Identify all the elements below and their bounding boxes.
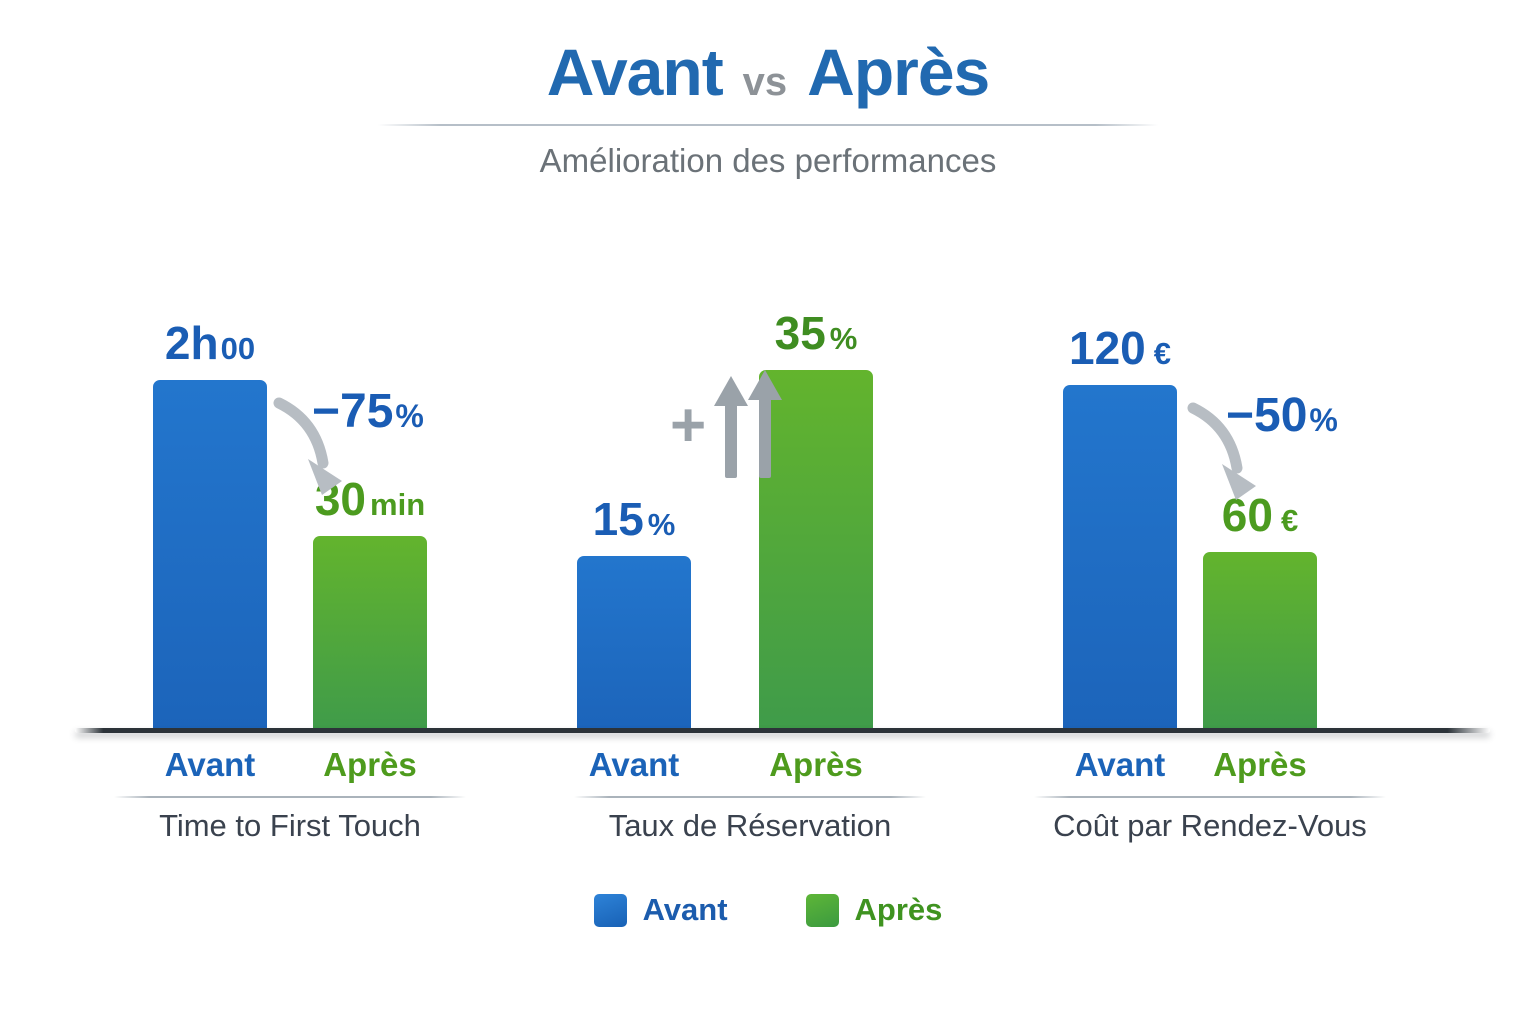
title-divider — [378, 124, 1158, 126]
chart-baseline — [75, 728, 1490, 733]
apres-swatch-icon — [805, 893, 839, 927]
plot-area: 120 € 60 € −50% — [980, 322, 1440, 732]
axis-label-apres: Après — [323, 746, 417, 783]
bar-rect-apres — [759, 370, 873, 732]
change-annotation: −75% — [312, 385, 424, 438]
curved-down-arrow-icon — [1187, 402, 1256, 500]
header: Avant vs Après Amélioration des performa… — [0, 0, 1536, 180]
metric-divider — [574, 796, 926, 798]
title-apres: Après — [807, 35, 990, 109]
bar-value-label: 2h00 — [164, 317, 256, 369]
title-vs: vs — [742, 60, 788, 104]
up-arrows-icon — [714, 370, 783, 478]
metric-group-taux-de-reservation: 15% 35% + — [520, 307, 980, 844]
bar-value-label: 60 € — [1221, 489, 1299, 541]
axis-labels: Avant Après — [60, 746, 520, 784]
bar-chart: 2h00 30 min −75% Avant Après — [0, 307, 1536, 844]
subtitle: Amélioration des performances — [539, 142, 997, 179]
page-title: Avant vs Après — [0, 34, 1536, 110]
chart-groups: 2h00 30 min −75% Avant Après — [60, 307, 1536, 844]
bar-rect-avant — [577, 556, 691, 732]
bar-avant: 2h00 — [153, 316, 267, 732]
legend-item-avant: Avant — [593, 892, 728, 928]
metric-label: Coût par Rendez-Vous — [1053, 808, 1367, 843]
bar-apres: 30 min — [313, 472, 427, 732]
axis-label-avant: Avant — [588, 746, 680, 783]
increase-annotation: + — [670, 370, 783, 482]
avant-swatch-icon — [593, 893, 627, 927]
bar-rect-apres — [1203, 552, 1317, 732]
bar-avant: 15% — [577, 492, 691, 732]
curved-down-arrow-icon — [273, 397, 342, 495]
bar-apres: 35% — [759, 306, 873, 732]
bar-rect-avant — [153, 380, 267, 732]
axis-label-apres: Après — [1213, 746, 1307, 783]
axis-label-avant: Avant — [1074, 746, 1166, 783]
bar-value-label: 120 € — [1069, 322, 1171, 374]
axis-labels: Avant Après — [960, 746, 1420, 784]
metric-label: Time to First Touch — [159, 808, 421, 843]
plus-icon: + — [670, 391, 707, 460]
legend-label-apres: Après — [854, 892, 943, 927]
bar-avant: 120 € — [1063, 321, 1177, 732]
plot-area: 15% 35% + — [520, 307, 980, 732]
axis-labels: Avant Après — [495, 746, 955, 784]
bar-apres: 60 € — [1203, 488, 1317, 732]
metric-label: Taux de Réservation — [608, 808, 892, 843]
bar-rect-apres — [313, 536, 427, 732]
legend-label-avant: Avant — [642, 892, 728, 927]
metric-group-time-to-first-touch: 2h00 30 min −75% Avant Après — [60, 317, 520, 844]
legend: Avant Après — [0, 892, 1536, 928]
change-annotation: −50% — [1226, 389, 1338, 442]
axis-label-apres: Après — [769, 746, 863, 783]
metric-divider — [114, 796, 466, 798]
legend-item-apres: Après — [805, 892, 943, 928]
bar-value-label: 15% — [592, 493, 676, 545]
metric-divider — [1034, 796, 1386, 798]
title-avant: Avant — [546, 35, 724, 109]
axis-label-avant: Avant — [164, 746, 256, 783]
bar-value-label: 35% — [774, 307, 858, 359]
plot-area: 2h00 30 min −75% — [60, 317, 520, 732]
bar-rect-avant — [1063, 385, 1177, 732]
metric-group-cout-par-rendez-vous: 120 € 60 € −50% Avant Après — [980, 322, 1440, 844]
